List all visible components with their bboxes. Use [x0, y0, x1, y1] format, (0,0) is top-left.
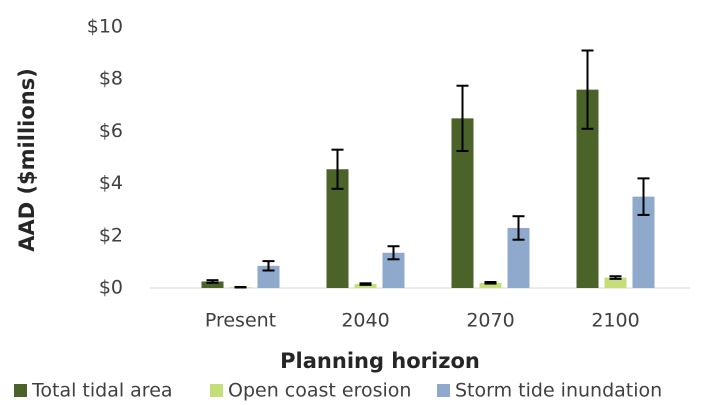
- error-bar: [581, 49, 594, 130]
- error-bar: [609, 275, 622, 280]
- error-bar: [234, 285, 247, 289]
- error-bar: [206, 279, 219, 284]
- legend-swatch: [14, 384, 27, 397]
- bar: [451, 118, 474, 288]
- error-bar: [637, 177, 650, 216]
- error-bar: [456, 84, 469, 152]
- error-bar: [359, 282, 372, 286]
- bar: [382, 252, 405, 288]
- legend-label: Open coast erosion: [228, 380, 411, 402]
- y-axis-title: AAD ($millions): [15, 68, 39, 252]
- x-tick-label: 2040: [341, 310, 389, 332]
- bar: [507, 227, 530, 288]
- error-bar: [484, 280, 497, 285]
- y-tick-label: $8: [99, 68, 123, 90]
- legend-swatch: [437, 384, 450, 397]
- y-tick-label: $6: [99, 120, 123, 142]
- y-tick-label: $10: [87, 16, 123, 38]
- error-bar: [387, 245, 400, 261]
- legend-label: Total tidal area: [31, 380, 173, 402]
- error-bar: [331, 148, 344, 190]
- bar: [479, 282, 502, 288]
- bar: [326, 169, 349, 288]
- y-tick-label: $2: [99, 224, 123, 246]
- x-tick-label: 2100: [591, 310, 639, 332]
- x-axis-title: Planning horizon: [280, 349, 480, 373]
- legend-swatch: [210, 384, 223, 397]
- error-bar: [512, 215, 525, 241]
- bar: [604, 277, 627, 288]
- bar: [632, 196, 655, 288]
- x-tick-label: Present: [205, 310, 276, 332]
- legend-label: Storm tide inundation: [455, 380, 662, 402]
- y-tick-label: $4: [99, 172, 123, 194]
- bar: [576, 89, 599, 288]
- bar: [354, 284, 377, 288]
- error-bar: [262, 260, 275, 272]
- x-tick-label: 2070: [466, 310, 514, 332]
- bar: [201, 281, 224, 288]
- y-tick-label: $0: [99, 277, 123, 299]
